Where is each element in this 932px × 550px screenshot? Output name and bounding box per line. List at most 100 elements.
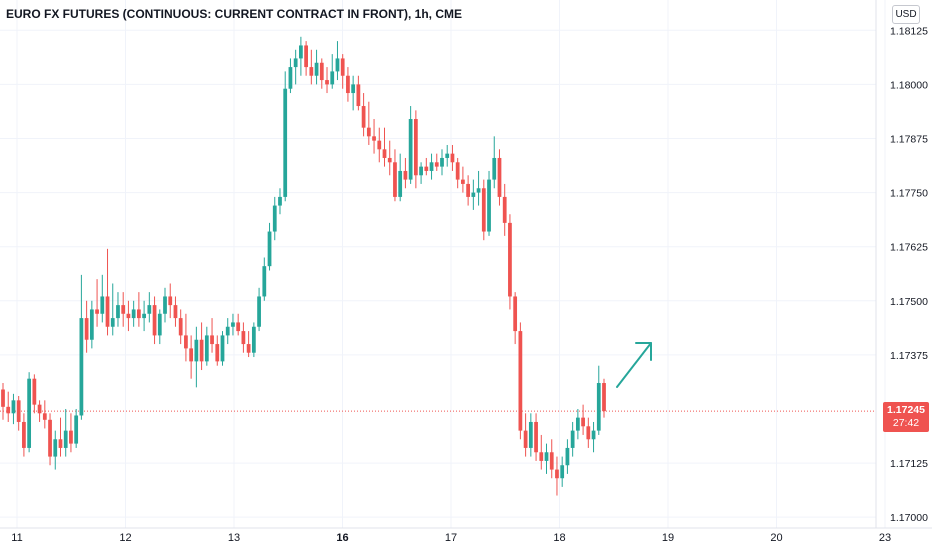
- candle-body: [220, 335, 225, 362]
- candle: [555, 456, 559, 496]
- candle-body: [79, 318, 84, 416]
- candle: [272, 196, 277, 241]
- candle: [387, 140, 392, 176]
- candle-body: [497, 157, 502, 197]
- candle-body: [204, 335, 209, 362]
- candle-body: [340, 58, 345, 76]
- candle: [267, 222, 272, 271]
- candle-body: [398, 170, 403, 197]
- candle-body: [534, 421, 538, 453]
- candle: [84, 300, 89, 353]
- candle-body: [37, 404, 42, 414]
- candle: [136, 292, 141, 327]
- candle: [346, 67, 350, 102]
- candle: [361, 93, 366, 137]
- candle: [335, 41, 340, 81]
- candle-body: [95, 309, 99, 314]
- price-tick-label: 1.17000: [890, 512, 928, 524]
- candle-body: [346, 75, 350, 94]
- candle: [393, 149, 397, 202]
- candle: [210, 318, 214, 353]
- candle-body: [518, 331, 523, 431]
- candle: [403, 157, 408, 189]
- candle: [63, 408, 68, 457]
- candle-body: [251, 326, 256, 353]
- candle: [293, 49, 298, 85]
- candle-body: [189, 348, 194, 362]
- candle-body: [11, 400, 16, 414]
- candle-body: [147, 305, 152, 314]
- candle: [74, 408, 79, 448]
- candle: [95, 279, 99, 327]
- candle: [100, 274, 105, 323]
- candle-body: [408, 119, 413, 180]
- candle: [178, 309, 183, 345]
- candle-body: [241, 331, 246, 345]
- candle: [356, 75, 361, 111]
- candle-body: [581, 417, 585, 427]
- grid-lines: [0, 0, 886, 528]
- candle-body: [42, 413, 47, 420]
- candle: [105, 248, 110, 336]
- candle: [241, 322, 246, 353]
- candle: [142, 300, 146, 332]
- candle-body: [413, 119, 418, 176]
- price-tick-label: 1.18000: [890, 79, 928, 91]
- candle: [89, 300, 94, 349]
- candle: [523, 413, 528, 457]
- candle-body: [523, 430, 528, 448]
- candle: [157, 309, 162, 345]
- candle: [382, 127, 387, 167]
- candle: [560, 456, 565, 487]
- candle-body: [152, 305, 157, 336]
- candle-body: [173, 305, 178, 319]
- candle-body: [84, 318, 89, 340]
- time-tick-label: 18: [553, 532, 565, 544]
- candle-body: [22, 421, 26, 448]
- candle-body: [278, 196, 282, 206]
- candle: [309, 49, 314, 85]
- candle: [121, 292, 126, 327]
- candle-body: [492, 157, 497, 180]
- candle-body: [445, 153, 450, 158]
- candle: [440, 149, 444, 176]
- candle-body: [575, 417, 580, 431]
- candle: [366, 101, 371, 145]
- candle: [184, 313, 188, 362]
- currency-button[interactable]: USD: [892, 5, 920, 24]
- candle-body: [461, 179, 465, 184]
- candle: [408, 106, 413, 184]
- chart-title: EURO FX FUTURES (CONTINUOUS: CURRENT CON…: [6, 7, 462, 21]
- candle-body: [215, 344, 220, 362]
- candle: [586, 417, 591, 448]
- candle: [173, 296, 178, 327]
- candle-body: [560, 465, 565, 479]
- candle-body: [121, 305, 126, 314]
- time-tick-label: 17: [445, 532, 457, 544]
- candle-body: [32, 378, 37, 405]
- candle: [445, 144, 450, 167]
- candle-body: [53, 439, 58, 457]
- candle-body: [403, 170, 408, 180]
- bar-countdown: 27:42: [892, 417, 920, 429]
- candle-body: [528, 421, 533, 448]
- candle-body: [178, 318, 183, 336]
- candle: [199, 322, 204, 371]
- trend-arrow-icon[interactable]: [616, 342, 652, 388]
- candle-body: [544, 452, 549, 461]
- candle: [487, 170, 491, 236]
- candle: [377, 127, 382, 163]
- candle-body: [335, 58, 340, 72]
- candle-body: [382, 149, 387, 158]
- candle-body: [466, 183, 471, 197]
- time-tick-label: 12: [119, 532, 131, 544]
- candle-body: [63, 430, 68, 448]
- candle-body: [126, 313, 131, 319]
- time-tick-label: 19: [662, 532, 674, 544]
- candle: [42, 400, 47, 429]
- candle: [544, 443, 549, 474]
- candle: [58, 417, 63, 457]
- candle-body: [586, 426, 591, 440]
- candle: [278, 188, 282, 215]
